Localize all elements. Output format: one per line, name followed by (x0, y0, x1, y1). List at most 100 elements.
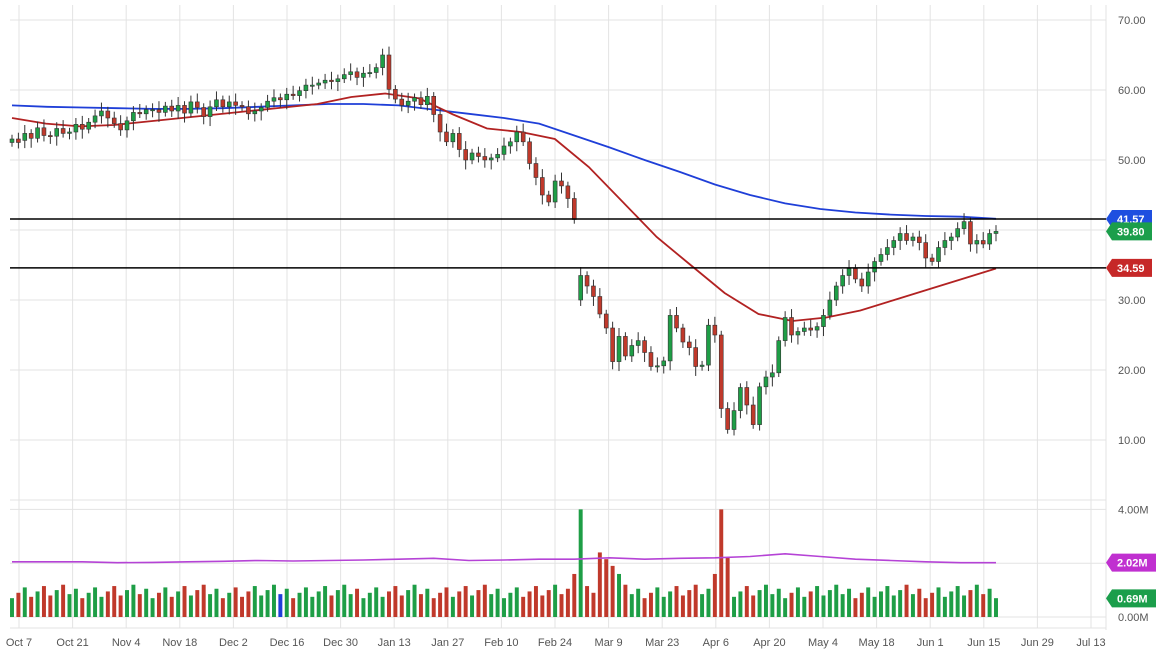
volume-bar (751, 595, 756, 617)
volume-bar (278, 594, 283, 617)
candle-up (501, 145, 507, 155)
volume-bar (418, 594, 423, 617)
volume-bar (968, 590, 973, 617)
candle-up (73, 124, 79, 133)
volume-bar (910, 594, 915, 617)
candle-down (386, 54, 392, 90)
volume-bar (406, 590, 411, 617)
candle-down (278, 97, 283, 101)
volume-bar (674, 586, 679, 617)
volume-bar (521, 596, 526, 617)
candle-up (948, 236, 954, 241)
candle-up (207, 106, 213, 117)
candle-up (150, 109, 155, 112)
volume-bar (770, 594, 775, 617)
volume-bar (118, 595, 123, 617)
candle-down (220, 99, 226, 108)
volume-bar (923, 598, 928, 617)
volume-bar (208, 594, 213, 617)
x-tick-label: Oct 21 (56, 637, 88, 649)
volume-bar (763, 584, 768, 617)
volume-tick-label: 0.00M (1118, 612, 1149, 624)
candle-down (572, 198, 577, 220)
x-tick-label: Jun 1 (917, 637, 944, 649)
candle-down (399, 98, 405, 106)
volume-bar (974, 584, 979, 617)
volume-bar (527, 591, 532, 617)
candle-up (578, 275, 583, 301)
candle-up (143, 109, 149, 115)
moving-average-50 (11, 92, 997, 322)
volume-bar (271, 584, 276, 617)
y-tick-label: 50.00 (1118, 155, 1146, 167)
volume-bar (495, 588, 500, 617)
candle-down (744, 387, 750, 406)
x-tick-label: Dec 30 (323, 637, 358, 649)
volume-bar (719, 509, 724, 617)
volume-bar (93, 587, 98, 617)
volume-bar (195, 590, 200, 617)
candle-down (233, 101, 238, 106)
candle-up (380, 54, 385, 68)
candle-up (99, 110, 104, 117)
candle-up (782, 317, 788, 341)
volume-bar (821, 595, 826, 617)
level-badge: 34.59 (1106, 258, 1152, 277)
candle-up (731, 410, 737, 430)
volume-bar (176, 591, 181, 617)
candle-up (699, 364, 705, 367)
candle-up (961, 221, 967, 229)
volume-bar (559, 594, 564, 617)
candle-down (16, 138, 21, 143)
candle-down (418, 97, 424, 105)
candle-up (840, 275, 845, 287)
volume-bar (783, 598, 788, 617)
candle-up (942, 240, 948, 248)
candle-up (469, 152, 475, 161)
candle-up (616, 336, 622, 362)
volume-bar (955, 586, 960, 617)
volume-bar (246, 591, 251, 617)
badge-label: 2.02M (1117, 558, 1148, 570)
candle-up (872, 261, 877, 273)
candle-down (290, 93, 296, 96)
candle-up (9, 138, 15, 143)
volume-bar (374, 587, 379, 617)
volume-bar (29, 596, 34, 617)
volume-bar (949, 591, 954, 617)
volume-bar (795, 587, 800, 617)
candle-down (540, 177, 545, 196)
volume-average-line (12, 552, 996, 564)
candle-up (258, 107, 264, 112)
volume-bar (54, 590, 59, 617)
volume-bar (240, 596, 245, 617)
volume-bar (48, 595, 53, 617)
volume-bar (457, 591, 462, 617)
volume-bar (553, 584, 558, 617)
x-tick-label: Feb 24 (538, 637, 572, 649)
x-tick-label: Apr 6 (703, 637, 729, 649)
candle-up (770, 372, 775, 378)
candle-down (111, 117, 117, 124)
volume-bar (891, 595, 896, 617)
volume-bar (655, 587, 660, 617)
candle-up (86, 121, 91, 130)
volume-bar (220, 598, 225, 617)
volume-bar (182, 586, 187, 617)
candle-down (853, 268, 858, 280)
candle-down (789, 317, 794, 336)
volume-bar (962, 595, 967, 617)
candle-up (425, 96, 430, 106)
candle-up (878, 254, 884, 262)
volume-bar (169, 596, 174, 617)
candle-down (476, 152, 481, 157)
x-tick-label: Apr 20 (753, 637, 785, 649)
volume-bar (265, 590, 270, 617)
volume-bar (150, 598, 155, 617)
candle-down (923, 242, 928, 259)
candle-up (188, 101, 194, 114)
horizontal-levels (10, 218, 1106, 269)
volume-bar (546, 590, 551, 617)
candle-up (316, 82, 321, 86)
